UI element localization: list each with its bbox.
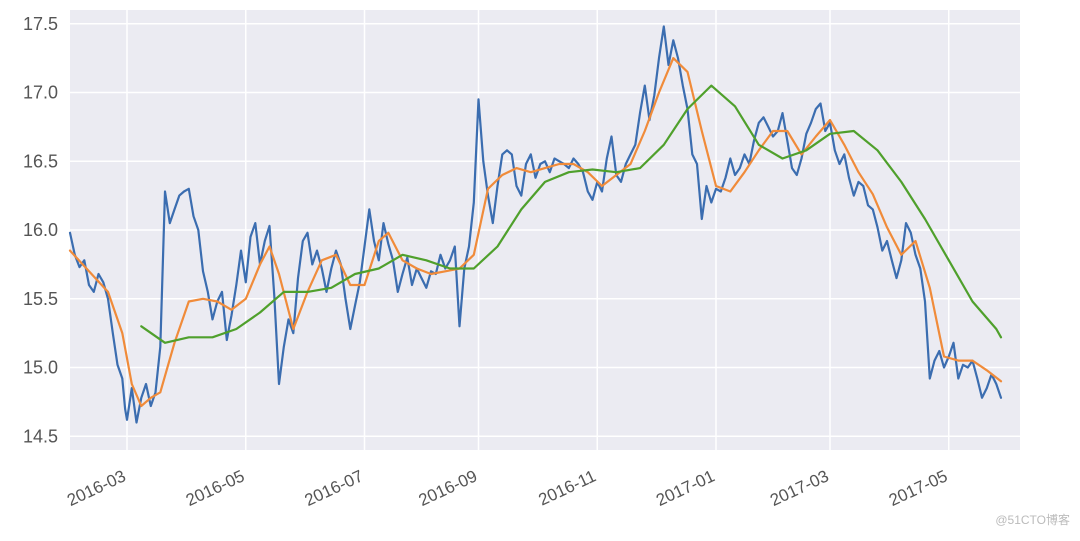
svg-text:17.5: 17.5: [23, 14, 58, 34]
svg-text:14.5: 14.5: [23, 426, 58, 446]
svg-text:15.0: 15.0: [23, 358, 58, 378]
svg-text:15.5: 15.5: [23, 289, 58, 309]
svg-text:2016-09: 2016-09: [416, 466, 481, 510]
svg-text:17.0: 17.0: [23, 83, 58, 103]
svg-text:2016-11: 2016-11: [535, 466, 598, 509]
svg-text:2016-07: 2016-07: [302, 466, 367, 510]
svg-text:2017-01: 2017-01: [653, 466, 718, 510]
svg-text:2016-05: 2016-05: [183, 466, 248, 510]
svg-text:2017-05: 2017-05: [886, 466, 951, 510]
line-chart: 14.5 15.0 15.5 16.0 16.5 17.0 17.5 2016-03 2016-…: [0, 0, 1080, 541]
chart-svg: 14.5 15.0 15.5 16.0 16.5 17.0 17.5 2016-03 2016-…: [0, 0, 1080, 536]
svg-text:2016-03: 2016-03: [64, 466, 129, 510]
svg-text:2017-03: 2017-03: [767, 466, 832, 510]
svg-text:16.5: 16.5: [23, 151, 58, 171]
svg-text:16.0: 16.0: [23, 220, 58, 240]
watermark: @51CTO博客: [995, 511, 1070, 528]
